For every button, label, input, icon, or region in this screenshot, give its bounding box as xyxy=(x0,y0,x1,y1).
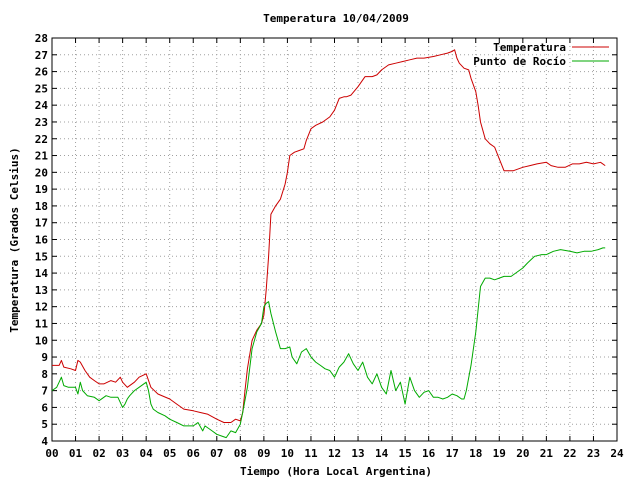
x-tick-label: 20 xyxy=(516,447,529,460)
x-tick-label: 21 xyxy=(540,447,554,460)
x-tick-label: 14 xyxy=(375,447,389,460)
x-tick-label: 06 xyxy=(187,447,201,460)
y-tick-label: 18 xyxy=(35,200,48,213)
y-tick-label: 12 xyxy=(35,301,48,314)
x-tick-label: 13 xyxy=(351,447,364,460)
x-tick-label: 18 xyxy=(469,447,482,460)
x-tick-label: 24 xyxy=(610,447,624,460)
x-tick-label: 15 xyxy=(399,447,412,460)
x-tick-label: 03 xyxy=(116,447,129,460)
legend-label-1: Punto de Rocío xyxy=(473,55,566,68)
x-tick-label: 10 xyxy=(281,447,294,460)
y-tick-label: 11 xyxy=(35,317,49,330)
y-tick-label: 7 xyxy=(41,385,48,398)
y-tick-label: 23 xyxy=(35,116,48,129)
y-tick-label: 21 xyxy=(35,150,49,163)
chart-title: Temperatura 10/04/2009 xyxy=(263,12,409,25)
y-tick-label: 19 xyxy=(35,183,48,196)
y-tick-label: 5 xyxy=(41,418,48,431)
x-tick-label: 04 xyxy=(140,447,154,460)
y-tick-label: 15 xyxy=(35,250,48,263)
y-tick-label: 20 xyxy=(35,166,48,179)
x-tick-label: 07 xyxy=(210,447,223,460)
x-axis-label: Tiempo (Hora Local Argentina) xyxy=(240,465,432,478)
y-tick-label: 26 xyxy=(35,66,49,79)
y-tick-label: 22 xyxy=(35,133,48,146)
y-tick-label: 27 xyxy=(35,49,48,62)
y-tick-label: 8 xyxy=(41,368,48,381)
x-tick-label: 11 xyxy=(304,447,318,460)
y-tick-label: 24 xyxy=(35,99,49,112)
y-tick-label: 10 xyxy=(35,334,48,347)
grid xyxy=(52,38,617,441)
y-axis-label: Temperatura (Grados Celsius) xyxy=(8,147,21,332)
series xyxy=(51,49,606,439)
y-tick-label: 14 xyxy=(35,267,49,280)
y-tick-label: 25 xyxy=(35,82,48,95)
x-tick-label: 08 xyxy=(234,447,247,460)
x-tick-label: 22 xyxy=(563,447,576,460)
legend-label-0: Temperatura xyxy=(493,41,566,54)
x-tick-label: 01 xyxy=(69,447,83,460)
x-tick-label: 19 xyxy=(493,447,506,460)
series-line-0 xyxy=(52,49,606,423)
x-tick-label: 05 xyxy=(163,447,176,460)
x-tick-label: 12 xyxy=(328,447,341,460)
x-tick-label: 17 xyxy=(446,447,459,460)
x-tick-label: 00 xyxy=(45,447,58,460)
y-tick-label: 9 xyxy=(41,351,48,364)
x-tick-label: 02 xyxy=(92,447,105,460)
x-tick-label: 23 xyxy=(587,447,600,460)
y-tick-label: 13 xyxy=(35,284,48,297)
series-line-1 xyxy=(51,247,606,439)
y-tick-label: 28 xyxy=(35,32,48,45)
y-tick-label: 16 xyxy=(35,234,49,247)
y-tick-label: 17 xyxy=(35,217,48,230)
x-tick-label: 09 xyxy=(257,447,270,460)
x-tick-label: 16 xyxy=(422,447,436,460)
y-tick-label: 6 xyxy=(41,401,48,414)
y-tick-label: 4 xyxy=(41,435,48,448)
ticks: 00 01 02 03 04 05 06 07 08 09 10 11 12 13 14 15 16 17 18 19… xyxy=(35,32,624,460)
